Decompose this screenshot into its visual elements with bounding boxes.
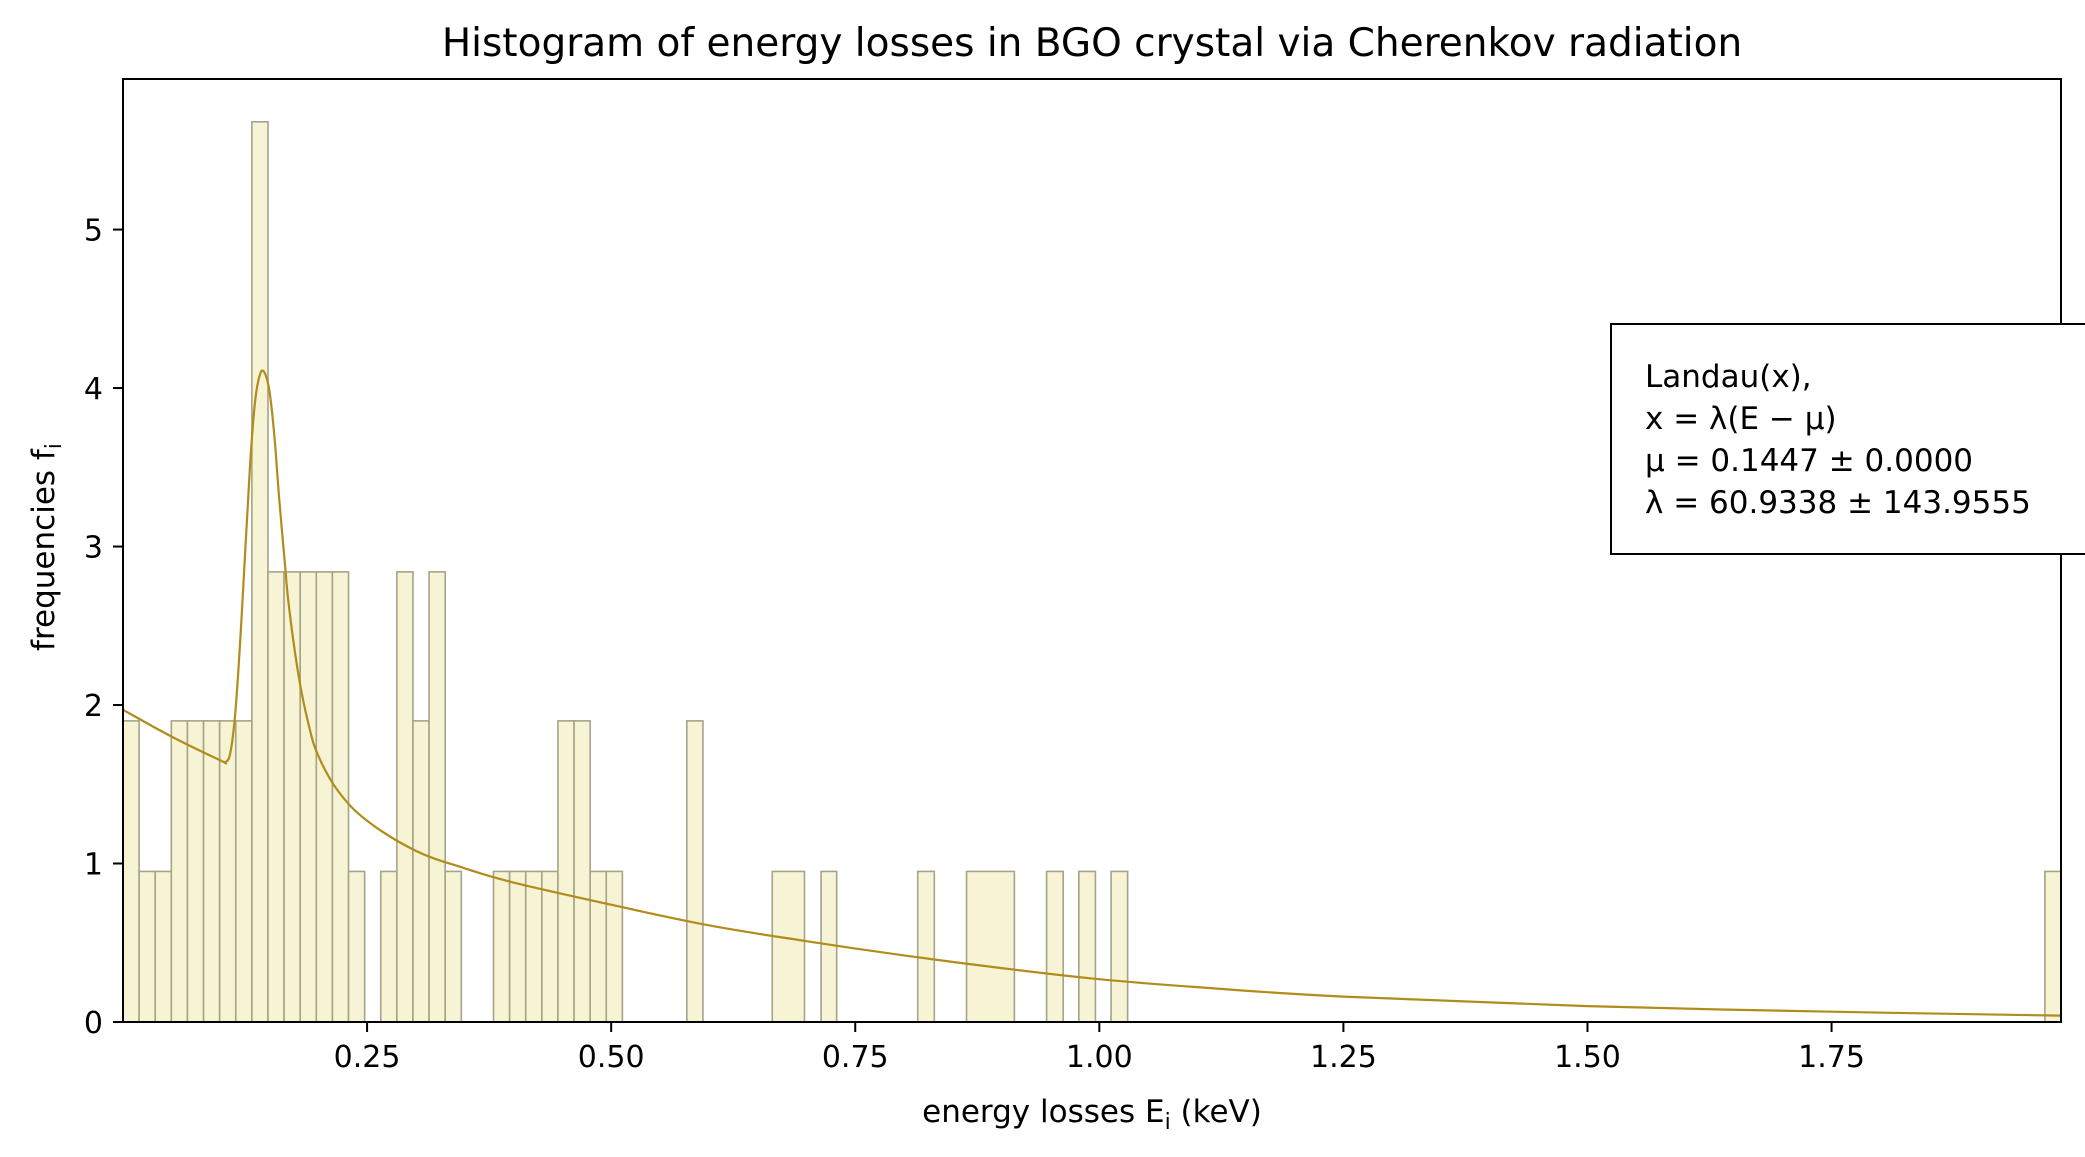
- histogram-bar: [492, 870, 511, 1023]
- y-tick-label: 2: [84, 689, 103, 724]
- chart-title: Histogram of energy losses in BGO crysta…: [442, 21, 1742, 66]
- x-tick-label: 1.00: [1066, 1040, 1133, 1075]
- legend-line-3: μ = 0.1447 ± 0.0000: [1645, 443, 1973, 479]
- histogram-bar: [2044, 870, 2062, 1023]
- legend-frame: [1610, 323, 2085, 555]
- histogram-bar: [557, 720, 575, 1023]
- histogram-bar: [916, 870, 936, 1023]
- histogram-bar: [965, 870, 1016, 1023]
- histogram-bar: [251, 120, 269, 1023]
- x-axis-label-sub: i: [1165, 1110, 1171, 1135]
- landau-fit-curve: [122, 369, 2062, 1017]
- histogram-bar: [1078, 870, 1097, 1023]
- histogram-bar: [379, 870, 398, 1023]
- histogram-bar: [1110, 870, 1129, 1023]
- histogram-bar: [444, 870, 463, 1023]
- histogram-bar: [508, 870, 527, 1023]
- plot-area: [122, 78, 2062, 1023]
- x-axis-label: energy losses Ei (keV): [922, 1094, 1262, 1135]
- x-tick-label: 1.50: [1554, 1040, 1621, 1075]
- histogram-bar: [771, 870, 806, 1023]
- legend-line-4: λ = 60.9338 ± 143.9555: [1645, 485, 2031, 521]
- histogram-bar: [412, 720, 430, 1023]
- y-axis-label-main: frequencies f: [26, 448, 62, 651]
- y-axis-label: frequencies fi: [26, 443, 67, 651]
- y-tick-label: 0: [84, 1006, 103, 1041]
- x-tick-label: 1.25: [1310, 1040, 1377, 1075]
- legend-line-1: Landau(x),: [1645, 359, 1812, 395]
- x-axis-ticks: 0.25 0.50 0.75 1.00 1.25 1.50 1.75: [334, 1022, 1865, 1075]
- histogram-bar: [524, 870, 543, 1023]
- histogram-bar: [202, 720, 221, 1023]
- histogram-bar: [138, 870, 157, 1023]
- legend-line-2: x = λ(E − μ): [1645, 401, 1837, 437]
- y-tick-label: 5: [84, 214, 103, 249]
- y-tick-label: 3: [84, 531, 103, 566]
- histogram-bar: [234, 720, 253, 1023]
- x-axis-label-unit: (keV): [1171, 1094, 1262, 1130]
- histogram-bar: [428, 571, 446, 1023]
- histogram-bar: [267, 571, 285, 1023]
- histogram-bar: [347, 870, 366, 1023]
- histogram-bar: [186, 720, 205, 1023]
- histogram-bar: [541, 870, 559, 1023]
- histogram-bar: [605, 870, 624, 1023]
- x-tick-label: 0.50: [578, 1040, 645, 1075]
- histogram-bar: [154, 870, 173, 1023]
- x-tick-label: 0.25: [334, 1040, 401, 1075]
- histogram-bar: [299, 571, 318, 1023]
- histogram-bar: [218, 720, 237, 1023]
- x-tick-label: 1.75: [1798, 1040, 1865, 1075]
- histogram-bar: [315, 571, 334, 1023]
- histogram-bar: [1045, 870, 1064, 1023]
- y-tick-label: 1: [84, 848, 103, 883]
- y-axis-label-sub: i: [42, 443, 67, 449]
- histogram-bars: [122, 120, 2062, 1023]
- histogram-bar: [820, 870, 838, 1023]
- y-tick-label: 4: [84, 372, 103, 407]
- fit-legend-box: Landau(x), x = λ(E − μ) μ = 0.1447 ± 0.0…: [1610, 323, 2085, 555]
- y-axis-ticks: 0 1 2 3 4 5: [84, 214, 123, 1041]
- histogram-bar: [122, 720, 140, 1023]
- x-tick-label: 0.75: [822, 1040, 889, 1075]
- histogram-bar: [589, 870, 608, 1023]
- x-axis-label-main: energy losses E: [922, 1094, 1164, 1130]
- histogram-bar: [170, 720, 189, 1023]
- histogram-bar: [686, 720, 704, 1023]
- histogram-bar: [331, 571, 350, 1023]
- histogram-bar: [573, 720, 591, 1023]
- histogram-bar: [396, 571, 414, 1023]
